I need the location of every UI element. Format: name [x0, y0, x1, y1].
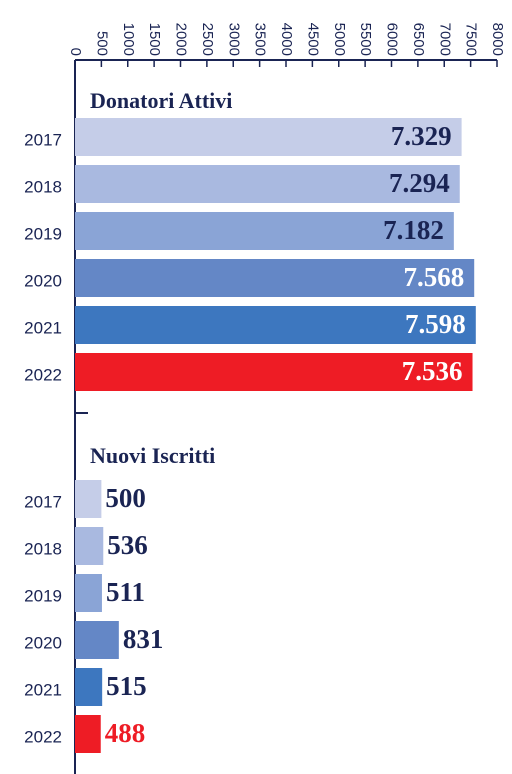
value-label: 536	[107, 530, 148, 560]
y-tick-label: 2022	[24, 727, 62, 746]
group-title: Nuovi Iscritti	[90, 443, 215, 468]
x-tick-label: 8000	[489, 23, 506, 56]
x-tick-label: 6000	[384, 23, 401, 56]
value-label: 831	[123, 624, 164, 654]
x-tick-label: 5500	[357, 23, 374, 56]
value-label: 7.536	[402, 356, 463, 386]
value-label: 7.329	[391, 121, 452, 151]
x-tick-label: 0	[67, 48, 84, 56]
value-label: 7.294	[389, 168, 450, 198]
x-tick-label: 1000	[120, 23, 137, 56]
value-label: 511	[106, 577, 145, 607]
x-tick-label: 500	[93, 31, 110, 56]
group-title: Donatori Attivi	[90, 88, 232, 113]
x-tick-label: 3000	[225, 23, 242, 56]
value-label: 515	[106, 671, 147, 701]
bar	[75, 259, 475, 297]
bar	[75, 165, 460, 203]
y-tick-label: 2021	[24, 318, 62, 337]
bar	[75, 668, 103, 706]
bar	[75, 527, 104, 565]
x-tick-label: 2500	[199, 23, 216, 56]
y-tick-label: 2022	[24, 365, 62, 384]
y-tick-label: 2020	[24, 271, 62, 290]
value-label: 488	[105, 718, 146, 748]
value-label: 7.182	[383, 215, 444, 245]
x-tick-label: 3500	[252, 23, 269, 56]
x-tick-label: 5000	[331, 23, 348, 56]
y-tick-label: 2020	[24, 633, 62, 652]
value-label: 500	[105, 483, 146, 513]
x-tick-label: 1500	[146, 23, 163, 56]
y-tick-label: 2017	[24, 130, 62, 149]
bar	[75, 306, 476, 344]
bar	[75, 480, 102, 518]
x-tick-label: 7000	[436, 23, 453, 56]
bar	[75, 715, 101, 753]
y-tick-label: 2019	[24, 224, 62, 243]
x-tick-label: 4500	[304, 23, 321, 56]
x-tick-label: 2000	[173, 23, 190, 56]
y-tick-label: 2017	[24, 492, 62, 511]
y-tick-label: 2021	[24, 680, 62, 699]
x-tick-label: 7500	[463, 23, 480, 56]
bar	[75, 574, 102, 612]
bar	[75, 212, 454, 250]
bar	[75, 621, 119, 659]
bar	[75, 118, 462, 156]
x-tick-label: 4000	[278, 23, 295, 56]
y-tick-label: 2018	[24, 539, 62, 558]
value-label: 7.598	[405, 309, 466, 339]
y-tick-label: 2018	[24, 177, 62, 196]
bar	[75, 353, 473, 391]
x-tick-label: 6500	[410, 23, 427, 56]
y-tick-label: 2019	[24, 586, 62, 605]
value-label: 7.568	[403, 262, 464, 292]
